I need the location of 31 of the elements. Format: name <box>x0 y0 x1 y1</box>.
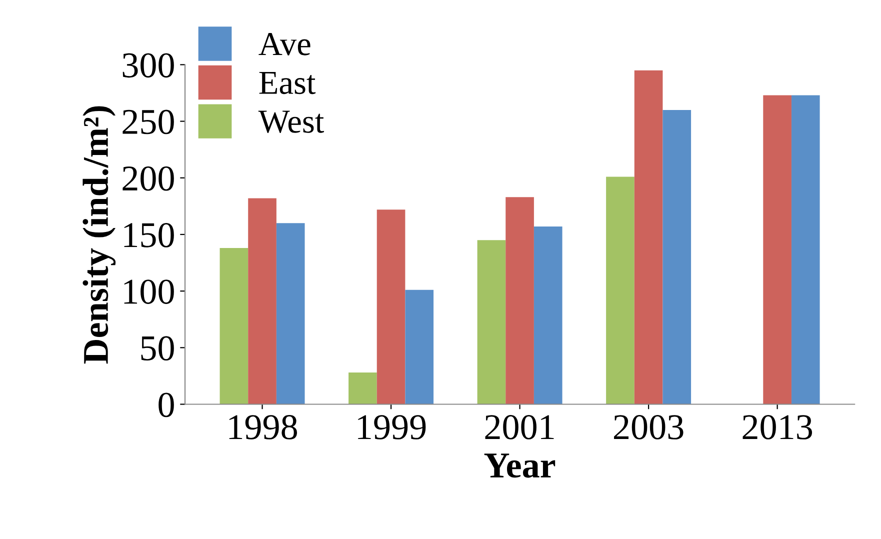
x-tick-label: 2003 <box>614 415 684 440</box>
x-tick-label: 1999 <box>358 415 426 440</box>
bar <box>763 95 792 404</box>
bar <box>634 70 663 404</box>
bar <box>220 248 248 404</box>
legend-label: East <box>259 72 316 94</box>
bar <box>662 110 692 404</box>
x-tick-label: 2013 <box>742 415 812 440</box>
y-tick-label: 250 <box>122 110 174 134</box>
y-tick-label: 100 <box>124 280 174 304</box>
legend-label: West <box>258 110 324 134</box>
y-tick-label: 300 <box>122 53 174 78</box>
legend-label: Ave <box>258 33 310 56</box>
bar <box>376 210 406 404</box>
x-axis-title: Year <box>484 454 556 478</box>
bar <box>791 95 820 404</box>
y-tick-label: 200 <box>122 166 174 191</box>
bar <box>606 176 634 404</box>
bar <box>276 223 305 404</box>
y-tick-label: 0 <box>158 392 174 418</box>
bar <box>506 197 534 404</box>
x-tick-label: 1998 <box>229 415 297 440</box>
bar <box>248 198 276 404</box>
bar <box>534 226 562 404</box>
bar <box>348 372 377 404</box>
y-tick-label: 150 <box>124 222 174 248</box>
bar <box>405 290 434 404</box>
y-tick-label: 50 <box>141 336 174 361</box>
bar <box>477 240 506 404</box>
y-axis-title: Density (ind./m²) <box>82 106 116 364</box>
x-tick-label: 2001 <box>485 415 554 440</box>
